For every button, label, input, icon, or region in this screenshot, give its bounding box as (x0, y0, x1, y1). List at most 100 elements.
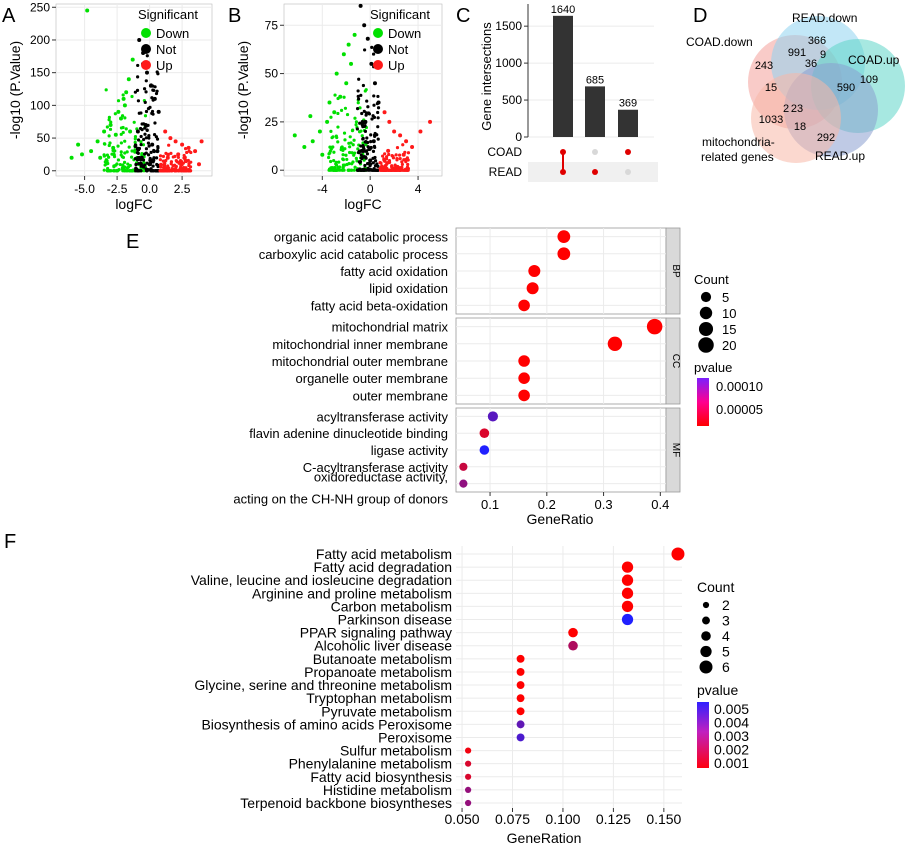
term-label: Parkinson disease (338, 612, 453, 628)
term-dot (518, 355, 530, 367)
cloud-point (134, 166, 138, 170)
cloud-point (122, 160, 127, 164)
cloud-point (386, 161, 390, 165)
cloud-point (161, 154, 166, 158)
cloud-point (136, 156, 140, 160)
cloud-point (366, 166, 370, 170)
venn-region-value: 1033 (759, 114, 783, 126)
data-point-not (358, 3, 363, 8)
term-label: Fatty acid degradation (313, 559, 452, 575)
cloud-point (109, 120, 113, 124)
cloud-point (339, 148, 343, 152)
cloud-point (342, 131, 347, 135)
panel-letter-E: E (126, 231, 139, 253)
term-label: carboxylic acid catabolic process (259, 247, 449, 262)
count-legend-label: 15 (722, 322, 736, 337)
legend-swatch-up (373, 60, 383, 70)
term-label: Histidine metabolism (323, 782, 452, 798)
y-tick-label: 500 (502, 93, 522, 107)
cloud-point (142, 169, 146, 173)
cloud-point (387, 152, 391, 157)
cloud-point (395, 168, 400, 172)
cloud-point (155, 89, 159, 93)
cloud-point (126, 162, 130, 166)
cloud-point (373, 159, 378, 163)
matrix-dot-empty (592, 149, 598, 155)
cloud-point (145, 54, 149, 58)
count-legend-label: 6 (722, 659, 730, 675)
cloud-point (342, 95, 346, 99)
cloud-point (169, 151, 173, 155)
term-dot (465, 747, 472, 754)
data-point-up (163, 129, 168, 134)
data-point-up (392, 129, 397, 134)
cloud-point (355, 107, 360, 111)
data-point-down (344, 81, 349, 86)
cloud-point (373, 164, 378, 168)
y-tick-label: 75 (265, 18, 279, 32)
data-point-down (317, 129, 322, 134)
cloud-point (147, 136, 151, 140)
cloud-point (133, 157, 137, 161)
cloud-point (134, 162, 138, 167)
term-dot (516, 667, 525, 676)
count-legend-title: Count (694, 272, 729, 287)
cloud-point (374, 168, 378, 172)
legend-label: Up (156, 58, 173, 73)
data-point-up (382, 110, 387, 115)
cloud-point (376, 125, 380, 129)
cloud-point (159, 163, 163, 167)
cloud-point (166, 166, 171, 170)
cloud-point (345, 157, 349, 162)
cloud-point (155, 70, 159, 74)
data-point-not (135, 129, 140, 134)
venn-region-value: 36 (805, 58, 817, 70)
y-tick-label: 25 (265, 115, 279, 129)
pvalue-legend-label: 0.005 (714, 701, 749, 717)
cloud-point (121, 130, 125, 135)
cloud-point (372, 103, 376, 107)
cloud-point (124, 127, 128, 131)
cloud-point (332, 150, 336, 154)
cloud-point (341, 165, 345, 169)
cloud-point (364, 111, 368, 115)
x-axis-label: logFC (344, 196, 381, 212)
cloud-point (354, 156, 358, 160)
pvalue-colorbar (697, 378, 709, 426)
cloud-point (361, 137, 365, 141)
cloud-point (174, 158, 178, 163)
term-label: Glycine, serine and threonine metabolism (194, 677, 452, 693)
term-label: flavin adenine dinucleotide binding (249, 426, 448, 441)
cloud-point (118, 162, 122, 167)
term-dot (518, 389, 530, 402)
term-dot (465, 760, 472, 767)
cloud-point (136, 138, 141, 142)
cloud-point (178, 159, 183, 163)
cloud-point (154, 169, 158, 173)
term-label: Phenylalanine metabolism (289, 756, 452, 772)
cloud-point (156, 145, 160, 149)
cloud-point (368, 147, 372, 151)
cloud-point (345, 112, 350, 117)
count-legend-label: 5 (722, 290, 729, 305)
cloud-point (144, 147, 149, 151)
cloud-point (328, 149, 332, 153)
cloud-point (354, 123, 358, 127)
cloud-point (161, 169, 166, 173)
count-legend-label: 2 (722, 597, 730, 613)
data-point-down (327, 100, 332, 105)
cloud-point (364, 143, 368, 147)
cloud-point (356, 147, 360, 151)
data-point-down (89, 149, 94, 154)
data-point-not (148, 83, 153, 88)
cloud-point (336, 140, 340, 144)
cloud-point (332, 159, 336, 163)
cloud-point (116, 144, 120, 148)
cloud-point (365, 152, 370, 156)
data-point-up (184, 158, 188, 163)
cloud-point (356, 101, 360, 105)
y-tick-label: 0 (43, 164, 50, 178)
cloud-point (364, 113, 368, 117)
cloud-point (149, 167, 153, 171)
cloud-point (183, 169, 187, 173)
